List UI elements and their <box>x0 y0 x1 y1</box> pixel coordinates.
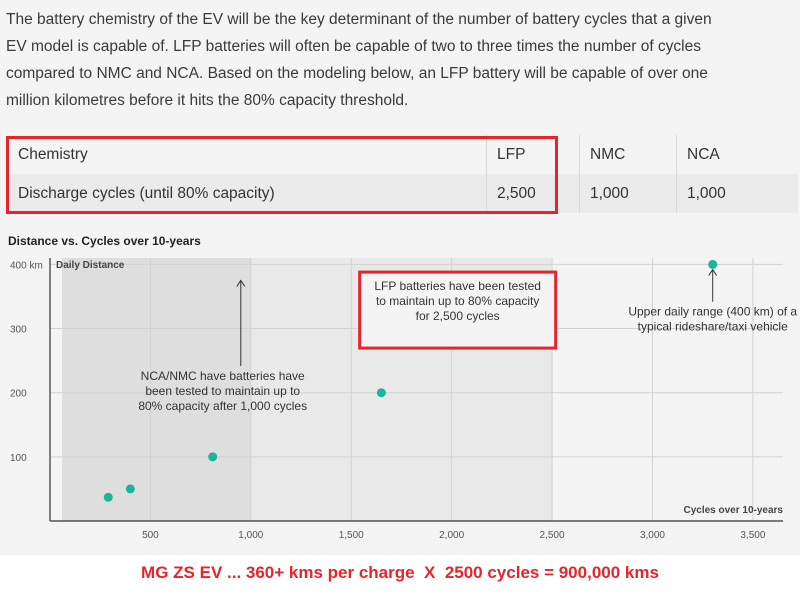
data-point <box>208 452 218 462</box>
intro-paragraph: The battery chemistry of the EV will be … <box>6 6 796 114</box>
scatter-chart: 500 1,000 1,500 2,000 2,500 3,000 3,500 100 200 3… <box>10 258 797 541</box>
x-axis-label: Cycles over 10-years <box>683 505 783 516</box>
intro-line: million kilometres before it hits the 80… <box>6 92 409 109</box>
data-point <box>125 484 135 494</box>
footer-note: MG ZS EV ... 360+ kms per charge X 2500 … <box>141 563 659 582</box>
table-cell: 1,000 <box>676 174 798 213</box>
x-tick-label: 500 <box>142 530 159 541</box>
data-point <box>376 388 386 398</box>
annotation-text: NCA/NMC have batteries have <box>141 369 305 383</box>
table-header-row: Chemistry LFP NMC NCA <box>8 135 798 174</box>
x-tick-label: 1,000 <box>238 530 263 541</box>
chemistry-table: Chemistry LFP NMC NCA Discharge cycles (… <box>8 135 798 213</box>
annotation-text: for 2,500 cycles <box>416 309 500 323</box>
annotation-highlight-box <box>358 270 558 350</box>
intro-line: The battery chemistry of the EV will be … <box>6 11 712 28</box>
header-cell: LFP <box>486 135 580 174</box>
chart-title: Distance vs. Cycles over 10-years <box>8 234 201 248</box>
table-highlight-box <box>6 136 558 214</box>
y-tick-label: 300 <box>10 325 27 336</box>
annotation-text: typical rideshare/taxi vehicle <box>638 320 788 334</box>
table-cell: 1,000 <box>579 174 677 213</box>
x-tick-label: 2,000 <box>439 530 464 541</box>
y-axis-label: Daily Distance <box>56 260 125 271</box>
x-tick-label: 1,500 <box>339 530 364 541</box>
annotation-arrowhead <box>236 279 246 287</box>
annotation-text: Upper daily range (400 km) of a <box>628 305 797 319</box>
y-tick-label: 400 km <box>10 260 43 271</box>
x-tick-label: 3,500 <box>740 530 765 541</box>
header-cell: NCA <box>676 135 798 174</box>
header-cell: Chemistry <box>8 135 487 174</box>
annotation-text: 80% capacity after 1,000 cycles <box>138 399 307 413</box>
data-point <box>103 492 113 502</box>
y-tick-label: 200 <box>10 389 27 400</box>
header-cell: NMC <box>579 135 677 174</box>
annotation-text: been tested to maintain up to <box>145 384 300 398</box>
shaded-region <box>62 258 251 521</box>
annotation-text: to maintain up to 80% capacity <box>376 294 539 308</box>
annotation-text: LFP batteries have been tested <box>374 279 541 293</box>
x-tick-label: 3,000 <box>640 530 665 541</box>
table-cell: Discharge cycles (until 80% capacity) <box>8 174 487 213</box>
table-cell: 2,500 <box>486 174 580 213</box>
intro-line: EV model is capable of. LFP batteries wi… <box>6 38 701 55</box>
y-tick-label: 100 <box>10 453 27 464</box>
table-row: Discharge cycles (until 80% capacity) 2,… <box>8 174 798 213</box>
data-point <box>708 259 718 269</box>
annotation-arrowhead <box>708 268 718 276</box>
intro-line: compared to NMC and NCA. Based on the mo… <box>6 65 708 82</box>
x-tick-label: 2,500 <box>540 530 565 541</box>
